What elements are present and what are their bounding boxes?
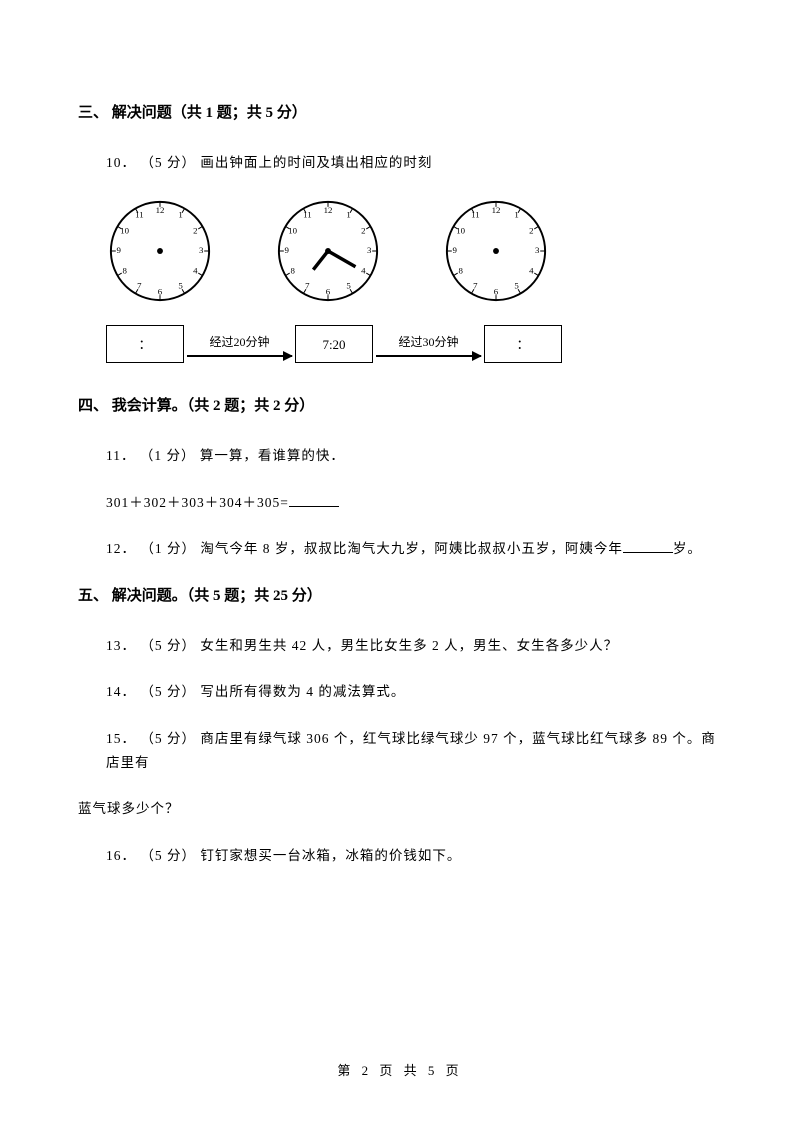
page-footer: 第 2 页 共 5 页 <box>0 1059 800 1082</box>
q16-number: 16． <box>106 848 136 863</box>
q15-number: 15． <box>106 731 136 746</box>
svg-text:5: 5 <box>514 281 519 291</box>
svg-text:8: 8 <box>290 266 295 276</box>
section-5-title: 五、 解决问题。（共 5 题；共 25 分） <box>78 583 722 610</box>
svg-text:4: 4 <box>361 266 366 276</box>
svg-text:9: 9 <box>117 245 122 255</box>
q11-points: （1 分） <box>140 448 196 463</box>
svg-text:3: 3 <box>367 245 372 255</box>
flow-arrow-2-group: 经过30分钟 <box>376 332 481 358</box>
clock-1: 12 1 2 3 4 5 6 7 8 9 10 11 <box>106 197 214 305</box>
svg-text:8: 8 <box>122 266 127 276</box>
q10-text: 画出钟面上的时间及填出相应的时刻 <box>200 155 432 170</box>
question-11: 11． （1 分） 算一算，看谁算的快． <box>106 444 722 468</box>
svg-text:7: 7 <box>137 281 142 291</box>
svg-text:3: 3 <box>199 245 204 255</box>
blank-input <box>289 493 339 507</box>
q13-text: 女生和男生共 42 人，男生比女生多 2 人，男生、女生各多少人？ <box>200 638 618 653</box>
q12-points: （1 分） <box>140 541 196 556</box>
q15-points: （5 分） <box>140 731 196 746</box>
flow-box-3: ： <box>484 325 562 363</box>
clock-2: 12 1 2 3 4 5 6 7 8 9 10 11 <box>274 197 382 305</box>
q14-points: （5 分） <box>140 684 196 699</box>
svg-text:6: 6 <box>494 287 499 297</box>
flow-box-2: 7:20 <box>295 325 373 363</box>
q16-points: （5 分） <box>140 848 196 863</box>
q12-text-after: 岁。 <box>673 541 702 556</box>
svg-text:11: 11 <box>303 210 312 220</box>
section-3-title: 三、 解决问题（共 1 题；共 5 分） <box>78 100 722 127</box>
q14-text: 写出所有得数为 4 的减法算式。 <box>200 684 405 699</box>
q11-number: 11． <box>106 448 136 463</box>
svg-text:2: 2 <box>529 226 533 236</box>
blank-input <box>623 539 673 553</box>
q16-text: 钉钉家想买一台冰箱，冰箱的价钱如下。 <box>200 848 461 863</box>
svg-text:8: 8 <box>458 266 463 276</box>
arrow-right-icon <box>376 355 481 357</box>
svg-text:1: 1 <box>514 210 518 220</box>
q10-points: （5 分） <box>140 155 196 170</box>
question-15-line2: 蓝气球多少个？ <box>78 797 722 821</box>
minute-hand <box>328 251 355 267</box>
q14-number: 14． <box>106 684 136 699</box>
section-4-title: 四、 我会计算。（共 2 题；共 2 分） <box>78 393 722 420</box>
svg-text:11: 11 <box>471 210 480 220</box>
question-15-line1: 15． （5 分） 商店里有绿气球 306 个，红气球比绿气球少 97 个，蓝气… <box>106 727 722 776</box>
svg-text:6: 6 <box>326 287 331 297</box>
svg-text:2: 2 <box>361 226 365 236</box>
q12-number: 12． <box>106 541 136 556</box>
q11-equation: 301＋302＋303＋304＋305= <box>106 491 722 515</box>
q10-number: 10． <box>106 155 136 170</box>
svg-text:10: 10 <box>120 226 129 236</box>
svg-text:3: 3 <box>535 245 540 255</box>
q12-text-before: 淘气今年 8 岁，叔叔比淘气大九岁，阿姨比叔叔小五岁，阿姨今年 <box>200 541 623 556</box>
q13-points: （5 分） <box>140 638 196 653</box>
svg-text:10: 10 <box>288 226 297 236</box>
clock-3: 12 1 2 3 4 5 6 7 8 9 10 11 <box>442 197 550 305</box>
svg-text:4: 4 <box>193 266 198 276</box>
arrow-right-icon <box>187 355 292 357</box>
svg-text:9: 9 <box>285 245 290 255</box>
flow-arrow-1-label: 经过20分钟 <box>209 332 269 354</box>
svg-text:4: 4 <box>529 266 534 276</box>
svg-text:2: 2 <box>193 226 197 236</box>
question-13: 13． （5 分） 女生和男生共 42 人，男生比女生多 2 人，男生、女生各多… <box>106 634 722 658</box>
flow-box-1: ： <box>106 325 184 363</box>
svg-text:11: 11 <box>135 210 144 220</box>
question-10: 10． （5 分） 画出钟面上的时间及填出相应的时刻 <box>106 151 722 175</box>
svg-text:1: 1 <box>178 210 182 220</box>
q11-equation-text: 301＋302＋303＋304＋305= <box>106 495 289 510</box>
clocks-row: 1 2 1 2 3 4 5 6 7 8 9 10 11 <box>106 197 722 305</box>
svg-text:6: 6 <box>158 287 163 297</box>
q13-number: 13． <box>106 638 136 653</box>
question-16: 16． （5 分） 钉钉家想买一台冰箱，冰箱的价钱如下。 <box>106 844 722 868</box>
svg-text:10: 10 <box>456 226 465 236</box>
svg-text:9: 9 <box>453 245 458 255</box>
svg-text:5: 5 <box>178 281 183 291</box>
svg-text:7: 7 <box>473 281 478 291</box>
time-flow: ： 经过20分钟 7:20 经过30分钟 ： <box>106 325 722 363</box>
svg-text:5: 5 <box>346 281 351 291</box>
q11-text: 算一算，看谁算的快． <box>200 448 345 463</box>
flow-arrow-1-group: 经过20分钟 <box>187 332 292 358</box>
flow-arrow-2-label: 经过30分钟 <box>398 332 458 354</box>
q15-text1: 商店里有绿气球 306 个，红气球比绿气球少 97 个，蓝气球比红气球多 89 … <box>106 731 716 770</box>
hour-hand <box>313 251 328 270</box>
svg-text:7: 7 <box>305 281 310 291</box>
svg-text:1: 1 <box>346 210 350 220</box>
question-14: 14． （5 分） 写出所有得数为 4 的减法算式。 <box>106 680 722 704</box>
question-12: 12． （1 分） 淘气今年 8 岁，叔叔比淘气大九岁，阿姨比叔叔小五岁，阿姨今… <box>106 537 722 561</box>
